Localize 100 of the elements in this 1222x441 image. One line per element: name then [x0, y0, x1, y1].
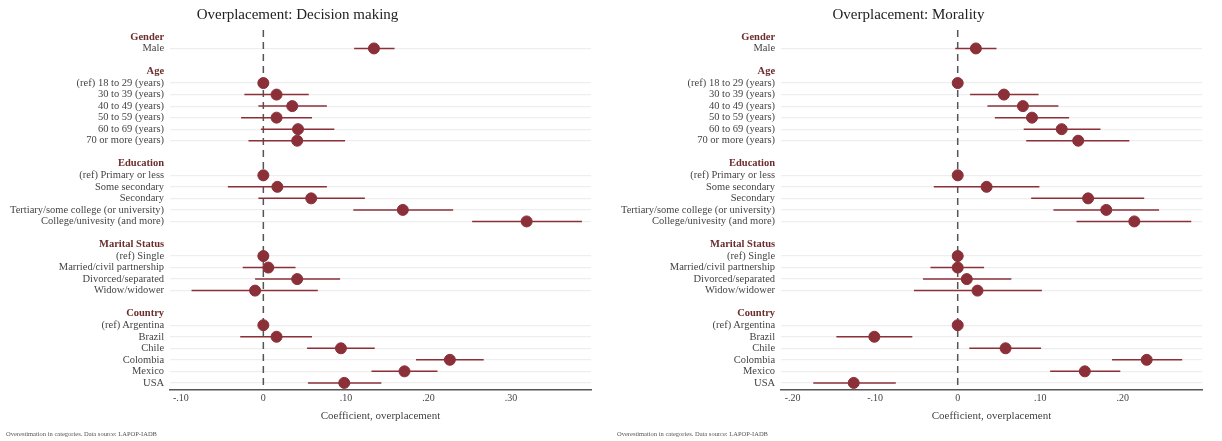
y-tick-label: Gender — [130, 30, 165, 42]
y-tick-label: Widow/widower — [704, 284, 776, 296]
y-tick-label: (ref) Single — [115, 249, 165, 262]
y-tick-label: (ref) Single — [726, 249, 776, 262]
point — [271, 180, 284, 193]
y-tick-label: 60 to 69 (years) — [97, 122, 165, 135]
y-tick-label: Country — [737, 307, 776, 319]
point — [396, 203, 409, 216]
point — [398, 365, 411, 378]
y-tick-label: 70 or more (years) — [697, 134, 776, 147]
y-tick-label: Gender — [741, 30, 776, 42]
y-tick-label: 50 to 59 (years) — [97, 111, 165, 124]
point — [270, 88, 283, 101]
y-tick-label: 40 to 49 (years) — [97, 99, 165, 112]
point — [1082, 192, 1095, 205]
y-tick-label: (ref) Argentina — [712, 318, 776, 331]
point — [443, 353, 456, 366]
x-tick-label: -.10 — [172, 392, 189, 404]
point — [868, 330, 881, 343]
y-tick-label: Brazil — [749, 330, 776, 342]
x-tick-label: .10 — [1033, 392, 1047, 404]
y-tick-label: Male — [753, 42, 776, 54]
y-tick-label: 70 or more (years) — [86, 134, 165, 147]
x-axis-title: Coefficient, overplacement — [931, 409, 1052, 422]
y-tick-label: Married/civil partnership — [669, 261, 776, 273]
y-tick-label: 40 to 49 (years) — [708, 99, 776, 112]
x-tick-label: 0 — [260, 392, 266, 404]
point — [1078, 365, 1091, 378]
y-tick-label: Divorced/separated — [693, 272, 776, 284]
y-tick-label: Tertiary/some college (or university) — [9, 203, 165, 216]
y-tick-label: (ref) Primary or less — [79, 169, 165, 182]
point — [1055, 123, 1068, 136]
y-tick-label: (ref) Primary or less — [690, 169, 776, 182]
point — [1128, 215, 1141, 228]
y-tick-label: Colombia — [122, 353, 165, 365]
y-tick-label: Colombia — [733, 353, 776, 365]
point — [1016, 100, 1029, 113]
y-tick-label: USA — [754, 376, 776, 388]
point — [951, 77, 964, 90]
point — [847, 376, 860, 389]
point — [951, 319, 964, 332]
y-tick-label: (ref) 18 to 29 (years) — [76, 76, 165, 89]
y-tick-label: 60 to 69 (years) — [708, 122, 776, 135]
point — [951, 169, 964, 182]
point — [286, 100, 299, 113]
y-tick-label: Married/civil partnership — [58, 261, 165, 273]
y-tick-label: (ref) Argentina — [101, 318, 165, 331]
y-tick-label: Divorced/separated — [82, 272, 165, 284]
point — [951, 250, 964, 263]
point — [367, 42, 380, 55]
point — [969, 42, 982, 55]
y-tick-label: Education — [117, 157, 165, 169]
y-tick-label: Marital Status — [99, 238, 165, 250]
x-tick-label: -.10 — [867, 392, 884, 404]
y-tick-label: USA — [143, 376, 165, 388]
x-tick-label: 0 — [955, 392, 961, 404]
y-tick-label: Education — [728, 157, 776, 169]
point — [971, 284, 984, 297]
point — [270, 330, 283, 343]
x-tick-label: .20 — [1116, 392, 1130, 404]
x-tick-label: .20 — [422, 392, 435, 404]
point — [999, 342, 1012, 355]
point — [1025, 111, 1038, 124]
chart-title: Overplacement: Decision making — [196, 5, 399, 22]
x-tick-label: -.20 — [784, 392, 801, 404]
point — [257, 77, 270, 90]
y-tick-label: Age — [146, 65, 165, 77]
y-tick-label: (ref) 18 to 29 (years) — [687, 76, 776, 89]
point — [960, 273, 973, 286]
point — [997, 88, 1010, 101]
point — [951, 261, 964, 274]
y-tick-label: Marital Status — [710, 238, 776, 250]
y-tick-label: Chile — [141, 342, 165, 354]
point — [291, 273, 304, 286]
y-tick-label: Country — [126, 307, 165, 319]
y-tick-label: Brazil — [138, 330, 165, 342]
y-tick-label: Secondary — [119, 192, 165, 204]
y-tick-label: Age — [757, 65, 776, 77]
y-tick-label: College/univesity (and more) — [652, 215, 776, 228]
point — [334, 342, 347, 355]
chart-title: Overplacement: Morality — [832, 5, 986, 22]
y-tick-label: Some secondary — [94, 180, 165, 192]
point — [257, 250, 270, 263]
point — [520, 215, 533, 228]
point — [270, 111, 283, 124]
point — [262, 261, 275, 274]
y-tick-label: Tertiary/some college (or university) — [620, 203, 776, 216]
y-tick-label: Secondary — [730, 192, 776, 204]
x-tick-label: .30 — [504, 392, 518, 404]
point — [292, 123, 305, 136]
y-tick-label: Male — [142, 42, 165, 54]
point — [257, 319, 270, 332]
point — [1100, 203, 1113, 216]
y-tick-label: Mexico — [743, 365, 776, 377]
point — [249, 284, 262, 297]
point — [980, 180, 993, 193]
y-tick-label: 50 to 59 (years) — [708, 111, 776, 124]
y-tick-label: Chile — [752, 342, 776, 354]
y-tick-label: 30 to 39 (years) — [708, 88, 776, 101]
y-tick-label: 30 to 39 (years) — [97, 88, 165, 101]
